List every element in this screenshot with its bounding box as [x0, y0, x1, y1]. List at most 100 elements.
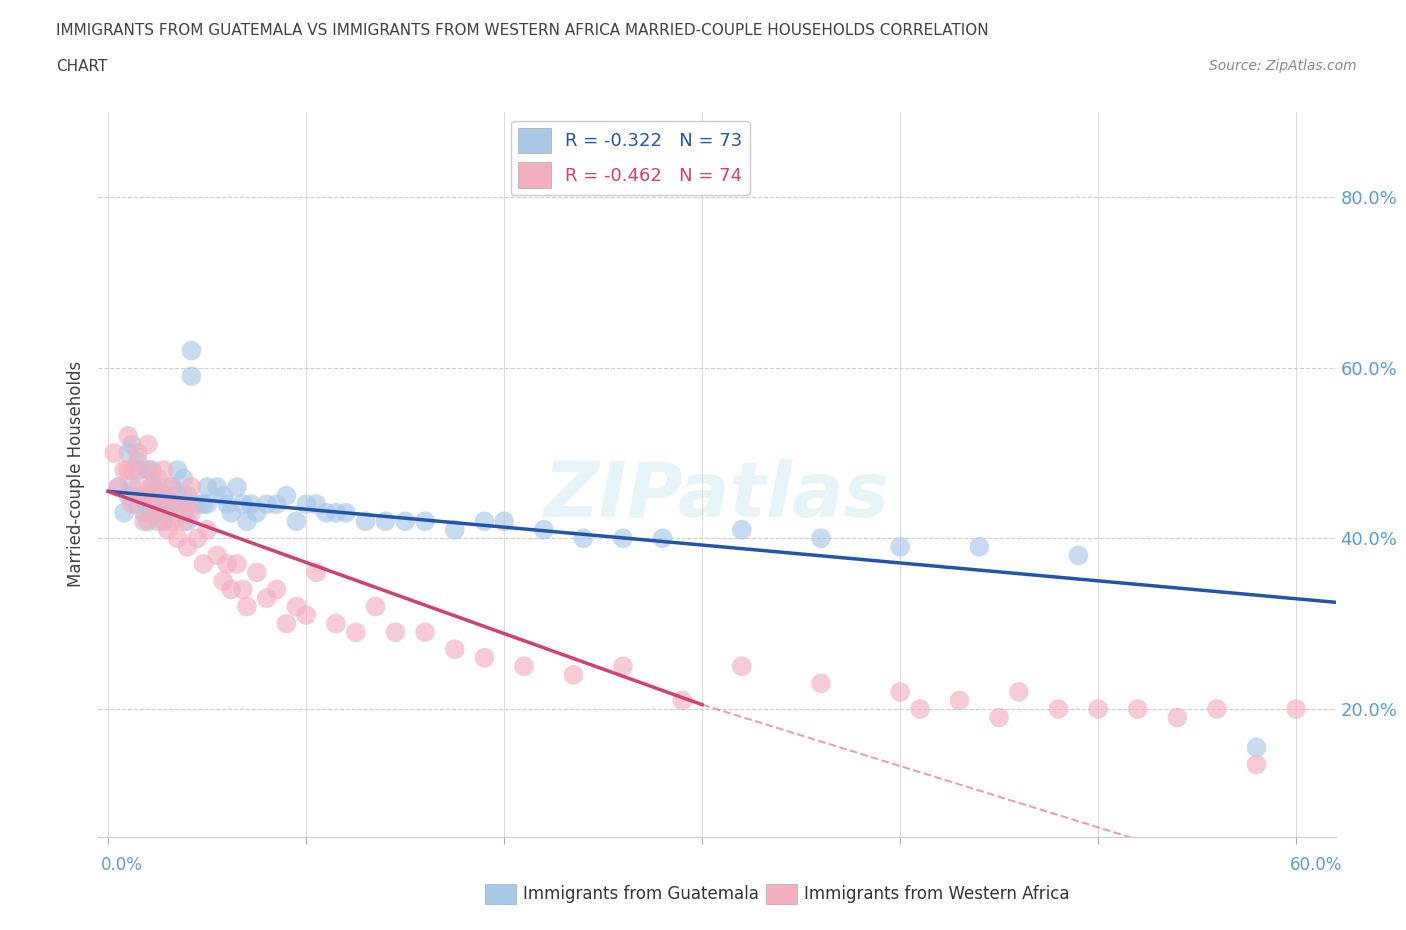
Point: [305, 565, 328, 580]
Point: [141, 497, 163, 512]
Point: [166, 497, 188, 512]
Text: Immigrants from Guatemala: Immigrants from Guatemala: [523, 884, 759, 903]
Point: [141, 480, 163, 495]
Point: [285, 599, 308, 614]
Point: [176, 513, 198, 528]
Point: [205, 480, 228, 495]
Point: [889, 539, 911, 554]
Point: [195, 497, 218, 512]
Point: [173, 472, 195, 486]
Point: [136, 462, 159, 477]
Point: [217, 556, 239, 571]
Point: [166, 488, 188, 503]
Point: [160, 513, 183, 528]
Text: CHART: CHART: [56, 59, 108, 73]
Point: [1067, 548, 1090, 563]
Point: [315, 505, 337, 520]
Point: [173, 513, 195, 528]
Point: [180, 368, 202, 383]
Point: [121, 497, 143, 512]
Point: [156, 505, 179, 520]
Text: 60.0%: 60.0%: [1291, 856, 1343, 873]
Point: [413, 625, 436, 640]
Point: [173, 505, 195, 520]
Point: [176, 488, 198, 503]
Point: [810, 676, 832, 691]
Point: [127, 445, 149, 460]
Point: [132, 488, 155, 503]
Point: [276, 488, 298, 503]
Point: [1246, 740, 1268, 755]
Point: [948, 693, 970, 708]
Point: [1008, 684, 1031, 699]
Point: [335, 505, 357, 520]
Point: [671, 693, 693, 708]
Point: [236, 513, 259, 528]
Point: [146, 497, 169, 512]
Point: [1047, 701, 1070, 716]
Point: [117, 429, 139, 444]
Point: [195, 480, 218, 495]
Point: [232, 497, 254, 512]
Point: [160, 480, 183, 495]
Point: [533, 523, 555, 538]
Point: [146, 505, 169, 520]
Text: IMMIGRANTS FROM GUATEMALA VS IMMIGRANTS FROM WESTERN AFRICA MARRIED-COUPLE HOUSE: IMMIGRANTS FROM GUATEMALA VS IMMIGRANTS …: [56, 23, 988, 38]
Point: [156, 488, 179, 503]
Point: [731, 658, 754, 673]
Point: [988, 711, 1011, 725]
Point: [908, 701, 931, 716]
Point: [256, 591, 278, 605]
Point: [186, 531, 208, 546]
Point: [176, 539, 198, 554]
Point: [156, 523, 179, 538]
Point: [325, 505, 347, 520]
Point: [354, 513, 377, 528]
Point: [612, 531, 634, 546]
Point: [136, 488, 159, 503]
Point: [136, 462, 159, 477]
Point: [1166, 711, 1188, 725]
Point: [180, 505, 202, 520]
Point: [276, 617, 298, 631]
Point: [612, 658, 634, 673]
Point: [219, 505, 242, 520]
Point: [1246, 757, 1268, 772]
Point: [295, 607, 318, 622]
Point: [195, 523, 218, 538]
Point: [121, 437, 143, 452]
Point: [1206, 701, 1229, 716]
Text: ZIPatlas: ZIPatlas: [544, 459, 890, 533]
Point: [494, 513, 516, 528]
Point: [146, 513, 169, 528]
Point: [121, 462, 143, 477]
Point: [112, 462, 135, 477]
Point: [160, 480, 183, 495]
Point: [256, 497, 278, 512]
Point: [325, 617, 347, 631]
Point: [117, 462, 139, 477]
Point: [121, 480, 143, 495]
Point: [239, 497, 262, 512]
Point: [180, 480, 202, 495]
Point: [572, 531, 595, 546]
Point: [217, 497, 239, 512]
Point: [136, 437, 159, 452]
Point: [166, 462, 188, 477]
Point: [107, 480, 129, 495]
Legend: R = -0.322   N = 73, R = -0.462   N = 74: R = -0.322 N = 73, R = -0.462 N = 74: [512, 121, 749, 195]
Point: [127, 497, 149, 512]
Point: [384, 625, 406, 640]
Point: [193, 556, 215, 571]
Point: [562, 668, 585, 683]
Point: [810, 531, 832, 546]
Point: [305, 497, 328, 512]
Point: [413, 513, 436, 528]
Point: [132, 488, 155, 503]
Point: [236, 599, 259, 614]
Point: [513, 658, 536, 673]
Point: [226, 480, 249, 495]
Point: [969, 539, 991, 554]
Point: [141, 462, 163, 477]
Point: [186, 497, 208, 512]
